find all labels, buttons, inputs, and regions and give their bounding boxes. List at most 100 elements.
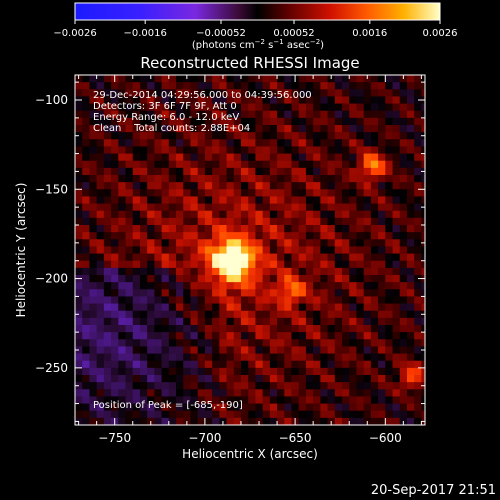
heatmap-cell [176,360,184,369]
heatmap-cell [197,289,206,298]
heatmap-cell [305,353,314,362]
heatmap-cell [183,353,192,362]
heatmap-cell [118,203,127,212]
heatmap-cell [219,117,228,126]
heatmap-cell [305,267,314,276]
heatmap-cell [269,310,278,319]
heatmap-cell [269,160,278,169]
heatmap-cell [190,182,199,190]
heatmap-cell [89,110,98,119]
heatmap-cell [219,139,228,148]
annotation-time-range: 29-Dec-2014 04:29:56.000 to 04:39:56.000 [93,90,312,101]
heatmap-cell [356,110,365,119]
heatmap-cell [183,125,192,133]
heatmap-cell [385,303,394,312]
heatmap-cell [399,303,408,312]
heatmap-cell [103,82,112,90]
heatmap-cell [363,125,372,133]
heatmap-cell [298,303,307,312]
heatmap-cell [406,367,415,376]
heatmap-cell [132,282,141,290]
heatmap-cell [154,203,163,212]
heatmap-cell [147,203,155,212]
heatmap-cell [406,153,415,162]
heatmap-cell [334,317,343,326]
heatmap-cell [75,125,83,133]
heatmap-cell [226,153,235,162]
heatmap-cell [118,317,127,326]
heatmap-cell [176,375,184,383]
heatmap-cell [154,346,163,355]
heatmap-cell [219,103,228,112]
heatmap-cell [320,189,329,198]
heatmap-cell [212,275,220,283]
heatmap-cell [103,375,112,383]
heatmap-cell [240,196,249,205]
heatmap-cell [305,303,314,312]
heatmap-cell [378,346,386,355]
heatmap-cell [168,360,177,369]
heatmap-cell [89,225,98,233]
heatmap-cell [82,310,91,319]
heatmap-cell [363,275,372,283]
heatmap-cell [334,282,343,290]
heatmap-cell [406,189,415,198]
heatmap-cell [284,175,293,183]
heatmap-cell [262,396,271,405]
heatmap-cell [190,339,199,348]
heatmap-cell [212,296,220,305]
heatmap-cell [176,110,184,119]
heatmap-cell [313,125,321,133]
heatmap-cell [385,382,394,390]
heatmap-cell [284,189,293,198]
heatmap-cell [298,396,307,405]
heatmap-cell [385,260,394,269]
heatmap-cell [370,153,379,162]
heatmap-cell [233,175,242,183]
heatmap-cell [183,289,192,298]
heatmap-cell [219,153,228,162]
heatmap-cell [212,82,220,90]
heatmap-cell [255,332,264,340]
heatmap-cell [103,182,112,190]
heatmap-cell [284,260,293,269]
heatmap-cell [385,375,394,383]
heatmap-cell [269,403,278,412]
heatmap-cell [233,339,242,348]
heatmap-cell [89,167,98,176]
heatmap-cell [370,417,379,425]
heatmap-cell [132,189,141,198]
heatmap-cell [327,325,336,333]
heatmap-cell [385,203,394,212]
heatmap-cell [255,253,264,262]
heatmap-cell [370,189,379,198]
heatmap-cell [356,339,365,348]
heatmap-cell [298,82,307,90]
heatmap-cell [392,225,401,233]
heatmap-cell [219,225,228,233]
heatmap-cell [111,82,119,90]
colorbar-gradient [74,2,441,21]
heatmap-cell [212,353,220,362]
heatmap-cell [176,346,184,355]
heatmap-cell [342,303,350,312]
heatmap-cell [75,246,83,255]
heatmap-cell [262,96,271,105]
heatmap-cell [392,175,401,183]
heatmap-cell [183,82,192,90]
heatmap-cell [313,182,321,190]
heatmap-cell [219,182,228,190]
heatmap-cell [96,217,105,226]
heatmap-cell [89,182,98,190]
heatmap-cell [248,82,257,90]
heatmap-cell [240,82,249,90]
heatmap-cell [190,346,199,355]
heatmap-cell [248,139,257,148]
heatmap-cell [139,289,148,298]
heatmap-cell [197,303,206,312]
heatmap-cell [233,396,242,405]
heatmap-cell [75,146,83,155]
heatmap-cell [291,339,300,348]
heatmap-cell [305,260,314,269]
heatmap-cell [197,267,206,276]
